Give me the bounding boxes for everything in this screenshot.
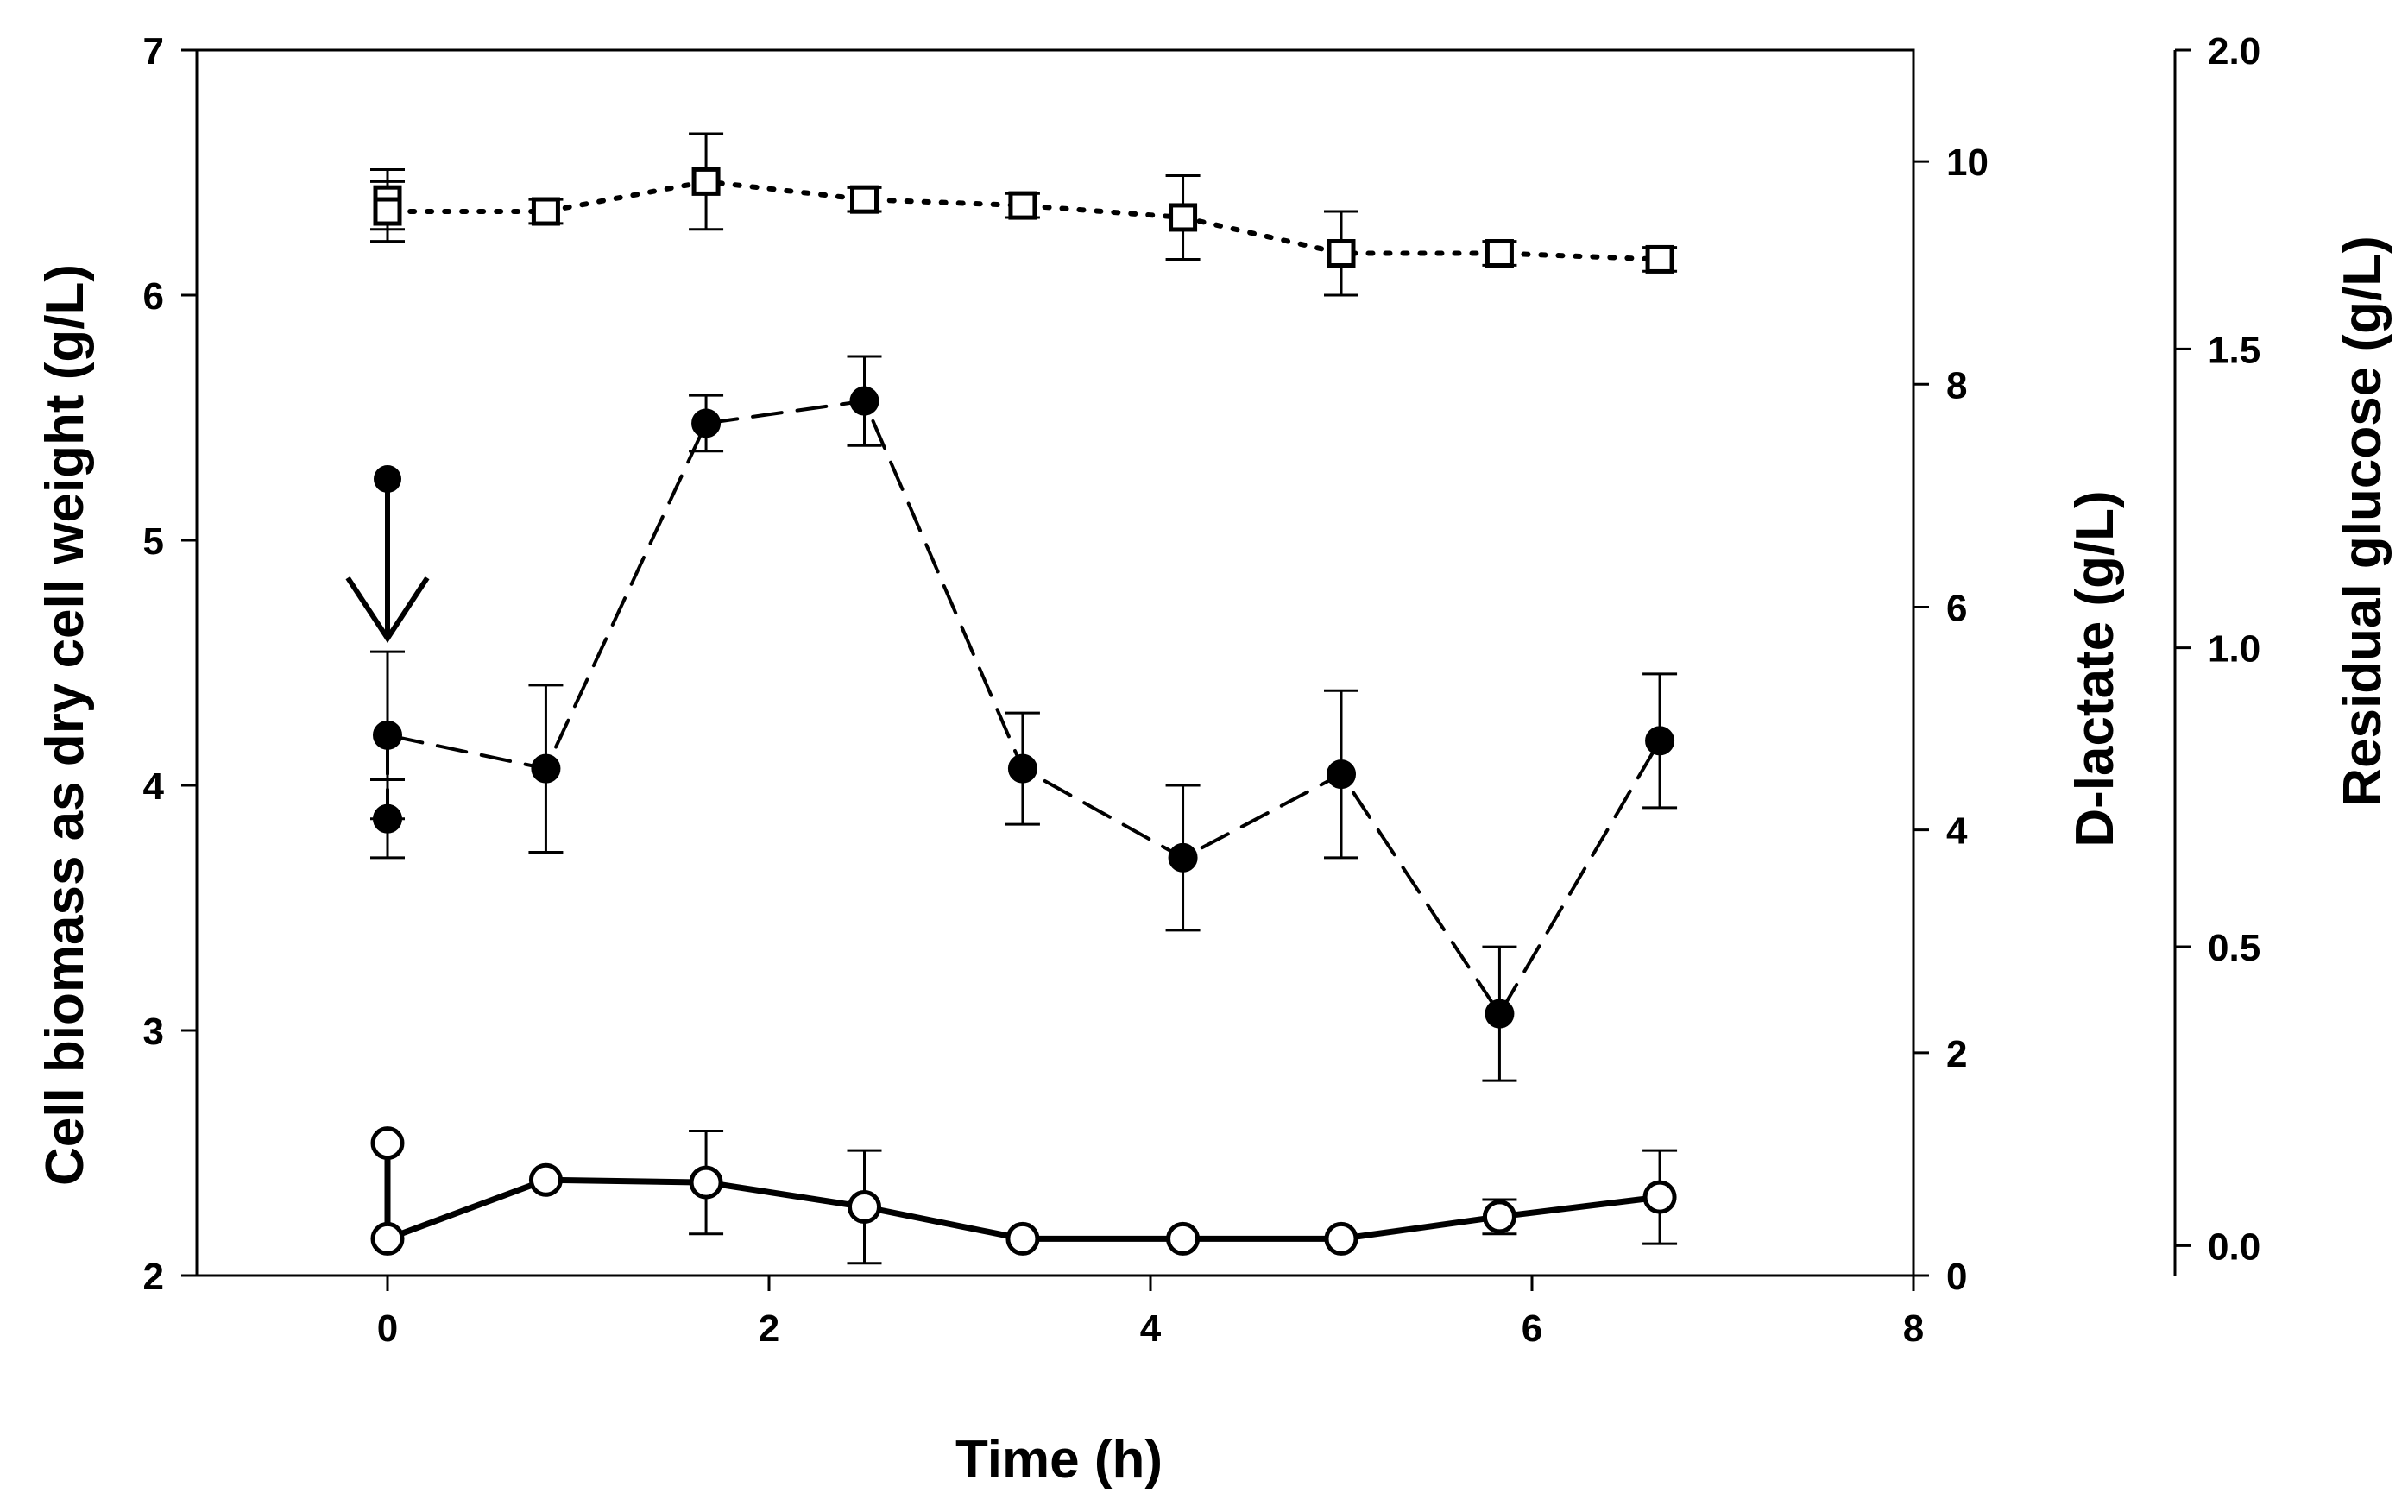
data-point [1482, 1200, 1516, 1234]
arrow-head [345, 576, 430, 644]
y2-axis-title: D-lactate (g/L) [2065, 490, 2125, 847]
data-point [531, 753, 561, 784]
x-tick-label: 8 [1903, 1307, 1924, 1350]
y3-tick-label: 1.5 [2208, 329, 2260, 371]
data-point [689, 1165, 723, 1200]
data-point [1485, 999, 1515, 1029]
data-point [1642, 1180, 1677, 1214]
data-point [1645, 726, 1675, 756]
data-point [850, 185, 879, 214]
series-d-lactate [370, 355, 1678, 1082]
y2-tick-label: 6 [1946, 587, 1967, 629]
data-point [1166, 1221, 1201, 1256]
y3-tick-label: 1.0 [2208, 628, 2260, 671]
axis-ticks: 0 2 4 6 8 2 3 4 5 6 7 0 2 4 6 8 10 0.0 0.5 1.0 1.5 2.0 [143, 30, 2261, 1350]
data-point [849, 386, 879, 416]
series-line [386, 399, 1662, 1016]
data-point [528, 1162, 563, 1197]
x-tick-label: 0 [377, 1307, 398, 1350]
y-axis-title: Cell biomass as dry cell weight (g/L) [35, 264, 95, 1186]
y2-tick-label: 10 [1946, 142, 1989, 184]
y2-tick-label: 4 [1946, 810, 1968, 853]
series-residual-glucose [370, 132, 1678, 297]
data-point [1485, 239, 1514, 268]
data-point [1007, 753, 1037, 784]
arrow-origin-point [374, 465, 401, 493]
y-tick-label: 3 [143, 1011, 164, 1053]
data-point [1169, 203, 1198, 232]
y2-tick-label: 0 [1946, 1256, 1967, 1298]
series-line [384, 1143, 1661, 1242]
data-point [1327, 759, 1356, 790]
data-point [848, 1189, 881, 1224]
y-tick-label: 4 [143, 765, 165, 808]
x-axis-title: Time (h) [955, 1430, 1163, 1490]
y3-tick-label: 2.0 [2208, 30, 2260, 72]
data-point [691, 408, 722, 438]
data-point [1645, 244, 1674, 274]
data-point [1008, 191, 1037, 220]
data-point [370, 1126, 405, 1161]
data-point [691, 167, 721, 196]
data-point [373, 197, 402, 226]
x-tick-label: 6 [1522, 1307, 1542, 1350]
series-cell-biomass [370, 1126, 1678, 1265]
annotation-arrow [345, 465, 430, 644]
data-point [1005, 1221, 1040, 1256]
y-tick-label: 2 [143, 1256, 164, 1298]
data-point [373, 720, 402, 750]
y3-tick-label: 0.5 [2208, 927, 2260, 969]
y3-axis-title: Residual glucose (g/L) [2333, 236, 2392, 806]
y2-tick-label: 2 [1946, 1033, 1967, 1075]
y-tick-label: 5 [143, 520, 164, 563]
data-point [1324, 1221, 1358, 1256]
y3-tick-label: 0.0 [2208, 1225, 2260, 1268]
data-point [531, 197, 560, 226]
data-point [1168, 842, 1198, 873]
series-line [385, 179, 1663, 262]
data-point [370, 1221, 405, 1256]
plot-frame [195, 48, 2177, 1277]
y-tick-label: 6 [143, 275, 164, 318]
plot-border [195, 48, 1915, 1277]
y2-tick-label: 8 [1946, 364, 1967, 406]
series-layer [370, 132, 1678, 1265]
data-point [1327, 239, 1356, 268]
x-tick-label: 2 [759, 1307, 779, 1350]
y-tick-label: 7 [143, 30, 164, 72]
data-point [373, 803, 402, 834]
x-tick-label: 4 [1140, 1307, 1162, 1350]
